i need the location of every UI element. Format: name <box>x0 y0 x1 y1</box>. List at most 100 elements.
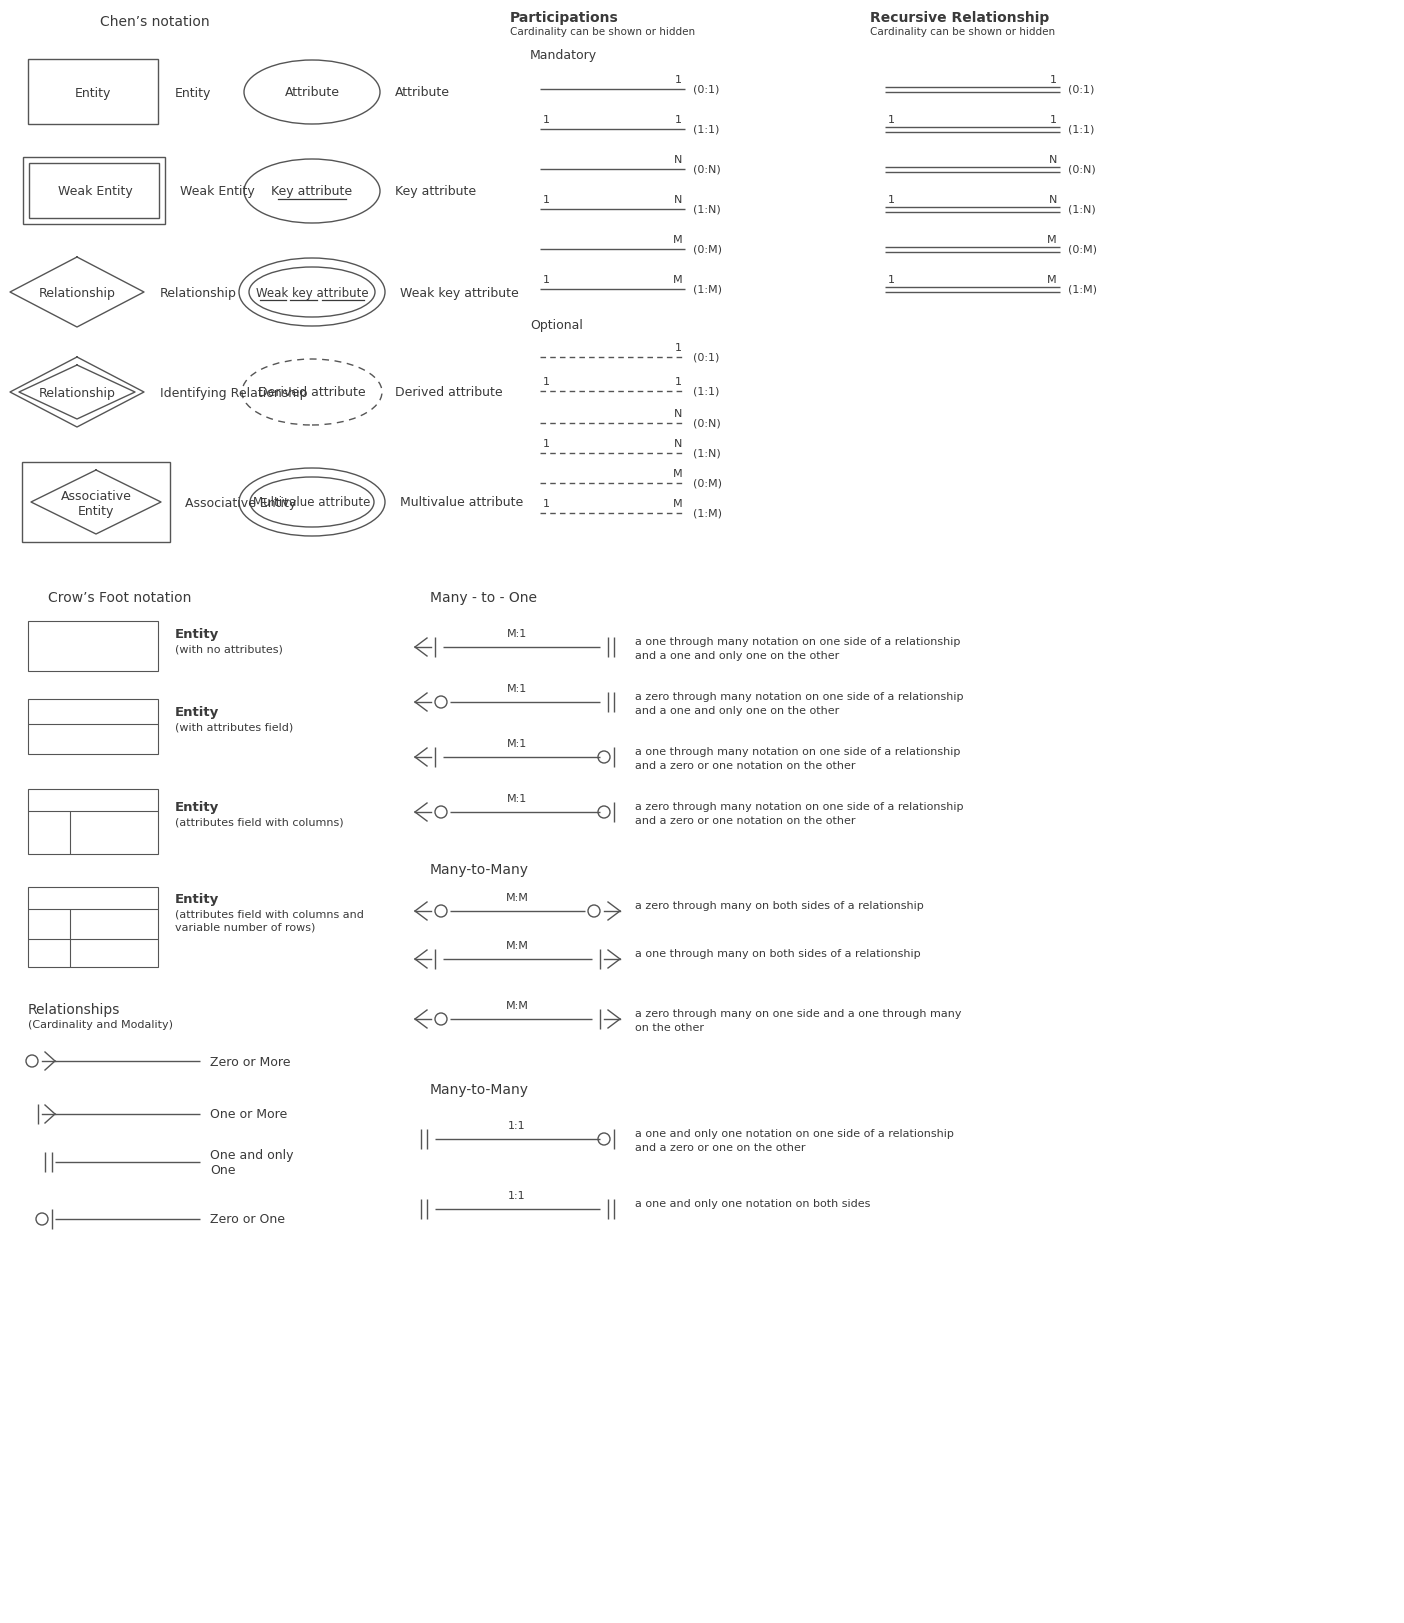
Text: Zero or One: Zero or One <box>211 1212 285 1225</box>
Text: (0:M): (0:M) <box>694 245 722 255</box>
Text: Relationship: Relationship <box>38 386 115 399</box>
Ellipse shape <box>249 268 375 318</box>
Text: 1: 1 <box>1050 115 1057 125</box>
Text: Attribute: Attribute <box>395 86 451 99</box>
Text: N: N <box>674 409 682 419</box>
Circle shape <box>27 1055 38 1068</box>
Text: Weak Entity: Weak Entity <box>58 185 132 198</box>
Text: (1:M): (1:M) <box>694 284 722 295</box>
Text: N: N <box>1049 154 1057 166</box>
Text: (1:1): (1:1) <box>694 386 719 396</box>
Text: Derived attribute: Derived attribute <box>395 386 503 399</box>
Text: variable number of rows): variable number of rows) <box>176 922 316 933</box>
Text: 1: 1 <box>543 274 550 284</box>
Circle shape <box>598 807 609 818</box>
Text: M:M: M:M <box>505 1000 528 1011</box>
Text: 1: 1 <box>1050 75 1057 84</box>
Circle shape <box>435 696 446 709</box>
Text: (0:M): (0:M) <box>694 479 722 489</box>
Text: (0:1): (0:1) <box>1068 84 1094 94</box>
Text: 1: 1 <box>887 274 894 284</box>
Text: and a zero or one notation on the other: and a zero or one notation on the other <box>635 761 855 771</box>
Text: (0:N): (0:N) <box>694 419 720 428</box>
Text: Entity: Entity <box>176 893 219 906</box>
Ellipse shape <box>239 258 385 326</box>
Text: on the other: on the other <box>635 1022 703 1032</box>
Text: M:1: M:1 <box>507 738 526 748</box>
Text: M:1: M:1 <box>507 683 526 693</box>
Text: (Cardinality and Modality): (Cardinality and Modality) <box>28 1019 173 1029</box>
Text: (attributes field with columns): (attributes field with columns) <box>176 818 344 828</box>
Text: Associative Entity: Associative Entity <box>185 497 296 510</box>
Bar <box>28 622 159 672</box>
Text: (1:M): (1:M) <box>694 508 722 519</box>
Ellipse shape <box>244 62 380 125</box>
Text: M: M <box>673 469 682 479</box>
Text: Participations: Participations <box>510 11 619 24</box>
Text: 1: 1 <box>675 377 682 386</box>
Text: 1:1: 1:1 <box>508 1120 526 1130</box>
Ellipse shape <box>239 469 385 537</box>
Text: Cardinality can be shown or hidden: Cardinality can be shown or hidden <box>510 28 695 37</box>
Text: 1: 1 <box>675 115 682 125</box>
Text: (1:N): (1:N) <box>1068 204 1095 214</box>
Text: a one through many notation on one side of a relationship: a one through many notation on one side … <box>635 636 960 646</box>
Text: M: M <box>673 274 682 284</box>
Text: 1: 1 <box>543 377 550 386</box>
Text: M:M: M:M <box>505 940 528 951</box>
Text: a one and only one notation on both sides: a one and only one notation on both side… <box>635 1198 870 1208</box>
Bar <box>29 164 159 219</box>
Text: 1:1: 1:1 <box>508 1190 526 1201</box>
Text: a one and only one notation on one side of a relationship: a one and only one notation on one side … <box>635 1128 953 1138</box>
Text: (0:N): (0:N) <box>694 166 720 175</box>
Text: Derived attribute: Derived attribute <box>258 386 366 399</box>
Text: Entity: Entity <box>176 802 219 815</box>
Text: Relationship: Relationship <box>160 286 237 299</box>
Text: M: M <box>673 498 682 508</box>
Text: Many-to-Many: Many-to-Many <box>430 862 529 876</box>
Text: a zero through many notation on one side of a relationship: a zero through many notation on one side… <box>635 691 963 701</box>
Text: 1: 1 <box>543 195 550 204</box>
Text: (0:1): (0:1) <box>694 352 719 364</box>
Text: Associative: Associative <box>60 489 132 502</box>
Text: Entity: Entity <box>74 86 111 99</box>
Text: (1:N): (1:N) <box>694 448 720 459</box>
Text: Weak key attribute: Weak key attribute <box>400 286 518 299</box>
Bar <box>28 700 159 755</box>
Text: a zero through many notation on one side of a relationship: a zero through many notation on one side… <box>635 802 963 812</box>
Text: N: N <box>674 154 682 166</box>
Text: Attribute: Attribute <box>285 86 340 99</box>
Circle shape <box>435 906 446 917</box>
Bar <box>28 60 159 125</box>
Circle shape <box>37 1214 48 1225</box>
Circle shape <box>598 751 609 763</box>
Text: and a one and only one on the other: and a one and only one on the other <box>635 706 840 716</box>
Text: One or More: One or More <box>211 1109 288 1121</box>
Text: Weak key attribute: Weak key attribute <box>256 286 368 299</box>
Text: Identifying Relationship: Identifying Relationship <box>160 386 307 399</box>
Text: 1: 1 <box>675 342 682 352</box>
Text: 1: 1 <box>675 75 682 84</box>
Circle shape <box>588 906 600 917</box>
Text: (1:N): (1:N) <box>694 204 720 214</box>
Text: (0:N): (0:N) <box>1068 166 1095 175</box>
Text: Multivalue attribute: Multivalue attribute <box>253 497 371 510</box>
Text: M:M: M:M <box>505 893 528 902</box>
Text: Chen’s notation: Chen’s notation <box>100 15 209 29</box>
Text: (1:M): (1:M) <box>1068 284 1097 295</box>
Text: 1: 1 <box>543 498 550 508</box>
Text: a one through many notation on one side of a relationship: a one through many notation on one side … <box>635 747 960 756</box>
Text: One and only
One: One and only One <box>211 1149 293 1177</box>
Text: a zero through many on one side and a one through many: a zero through many on one side and a on… <box>635 1008 962 1018</box>
Text: Many-to-Many: Many-to-Many <box>430 1083 529 1096</box>
Text: M:1: M:1 <box>507 628 526 638</box>
Text: N: N <box>674 195 682 204</box>
Text: Many - to - One: Many - to - One <box>430 591 536 605</box>
Text: (0:1): (0:1) <box>694 84 719 94</box>
Text: N: N <box>1049 195 1057 204</box>
Text: M: M <box>1047 274 1057 284</box>
Text: Weak Entity: Weak Entity <box>180 185 254 198</box>
Text: and a one and only one on the other: and a one and only one on the other <box>635 651 840 661</box>
Text: Relationships: Relationships <box>28 1003 121 1016</box>
Text: M: M <box>1047 235 1057 245</box>
